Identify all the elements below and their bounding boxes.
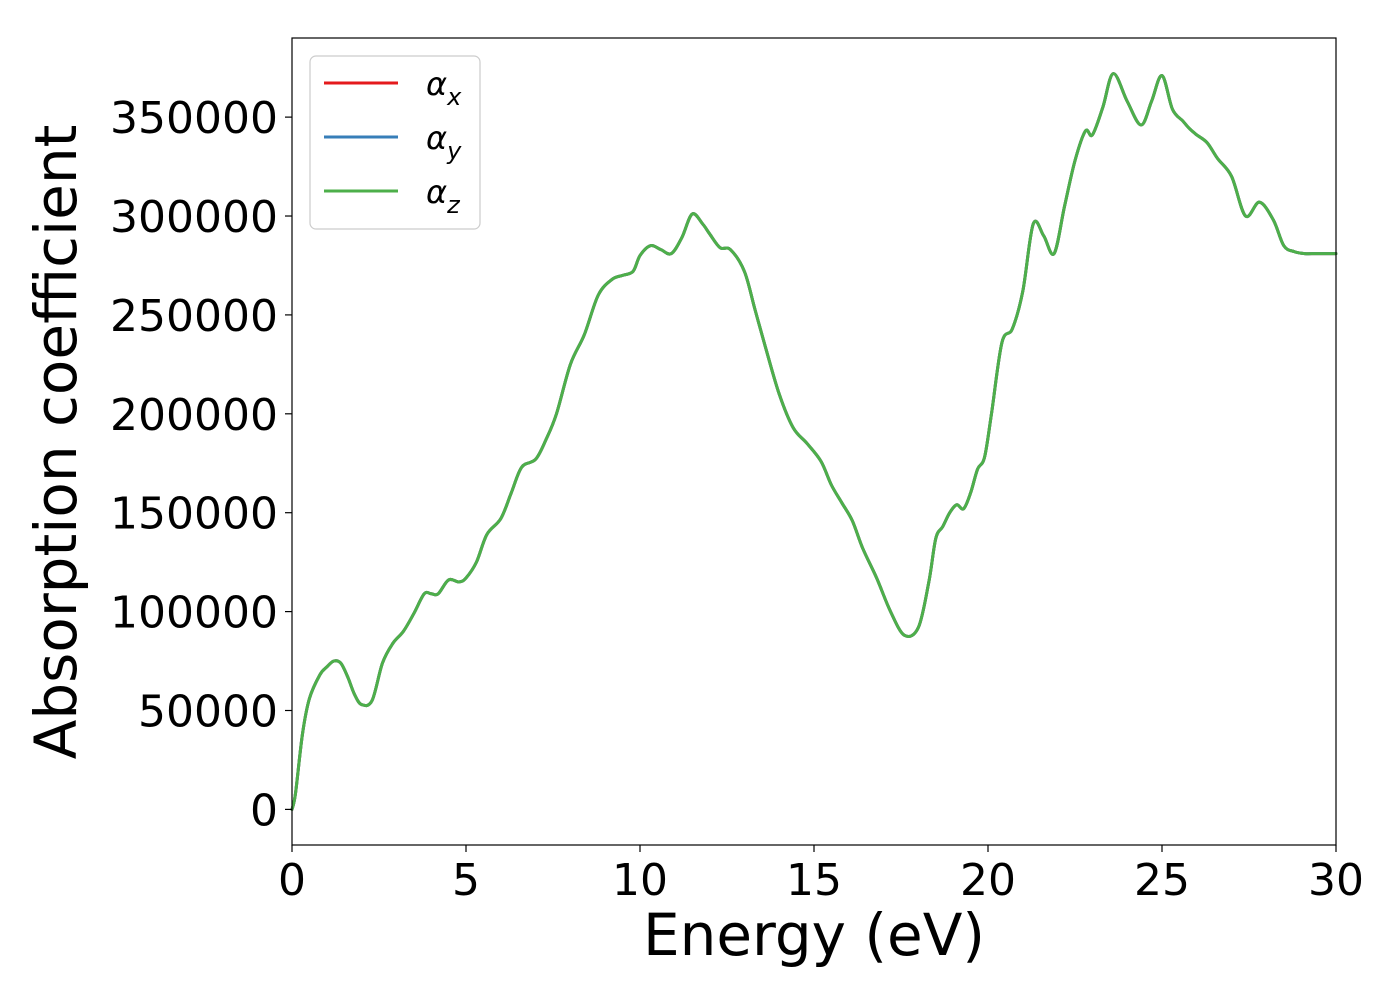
y-tick-label: 50000 — [138, 687, 278, 738]
x-tick-label: 30 — [1308, 855, 1364, 906]
alpha-z-line — [290, 72, 1338, 811]
y-tick-label: 350000 — [110, 93, 278, 144]
legend-item-alpha-z: αz — [324, 173, 461, 219]
legend-item-alpha-y: αy — [324, 119, 462, 165]
y-tick-label: 150000 — [110, 489, 278, 540]
legend-label: αy — [426, 119, 462, 165]
y-tick-label: 100000 — [110, 588, 278, 639]
legend-subscript: y — [446, 137, 462, 165]
legend-item-alpha-x: αx — [324, 65, 462, 111]
x-tick-label: 0 — [278, 855, 306, 906]
legend-subscript: z — [446, 191, 461, 219]
legend-symbol: α — [426, 173, 447, 211]
legend-box — [309, 55, 481, 230]
x-tick-label: 25 — [1134, 855, 1190, 906]
x-tick-label: 15 — [786, 855, 842, 906]
legend-label: αz — [426, 173, 461, 219]
x-axis: 0 5 10 15 20 25 30 — [278, 845, 1364, 906]
series-layer — [290, 72, 1338, 811]
legend-subscript: x — [446, 83, 462, 111]
x-tick-label: 5 — [452, 855, 480, 906]
y-tick-label: 250000 — [110, 291, 278, 342]
x-tick-label: 10 — [612, 855, 668, 906]
legend-symbol: α — [426, 119, 447, 157]
x-axis-title: Energy (eV) — [643, 901, 985, 969]
legend-label: αx — [426, 65, 462, 111]
x-tick-label: 20 — [960, 855, 1016, 906]
y-axis: 0 50000 100000 150000 200000 250000 300000 3500… — [110, 93, 292, 836]
y-axis-title: Absorption coefficient — [22, 125, 90, 760]
y-tick-label: 300000 — [110, 192, 278, 243]
legend-symbol: α — [426, 65, 447, 103]
y-tick-label: 0 — [250, 785, 278, 836]
y-tick-label: 200000 — [110, 390, 278, 441]
